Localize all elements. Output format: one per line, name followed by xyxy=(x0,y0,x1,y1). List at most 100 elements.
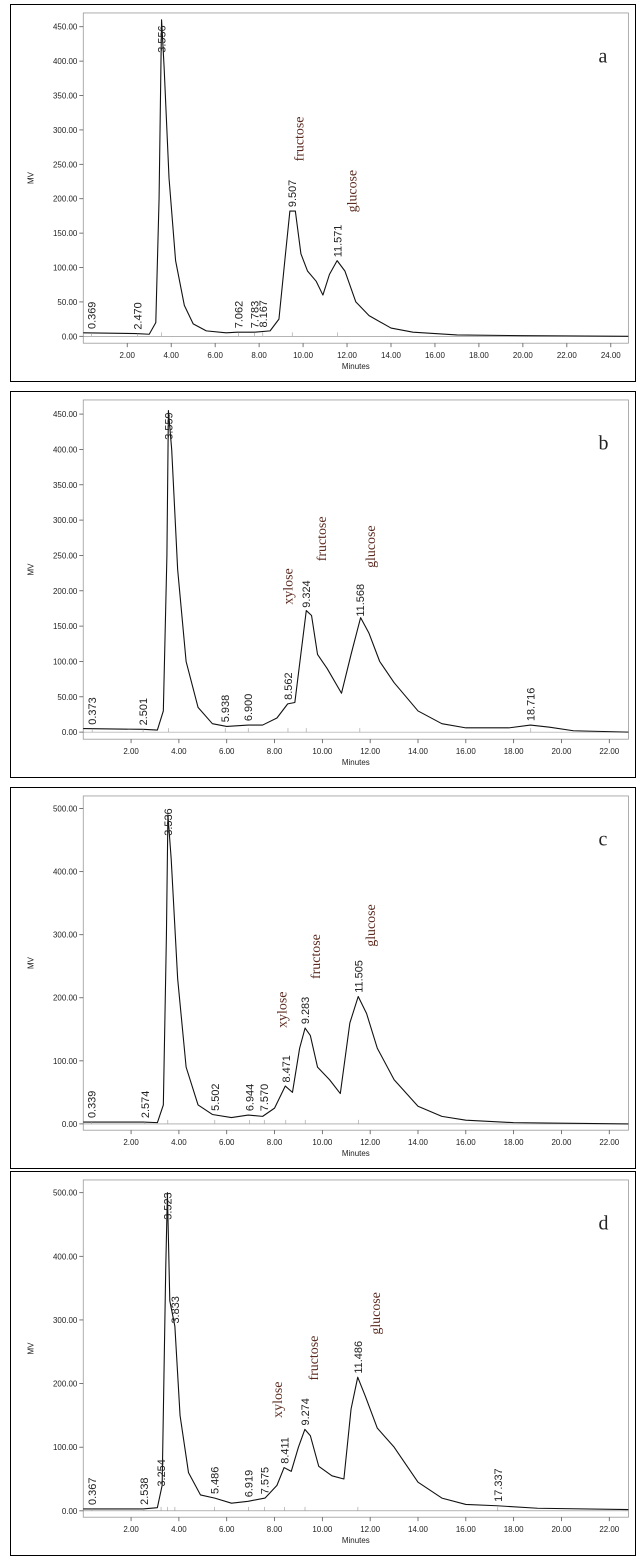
chromatogram-trace xyxy=(83,19,629,337)
y-tick-label: 50.00 xyxy=(57,298,77,307)
chromatogram-b: 0.00 50.00 100.00 150.00 200.00 250.00 300.00 3… xyxy=(27,399,629,767)
x-tick-label: 8.00 xyxy=(267,1525,283,1534)
x-tick-label: 4.00 xyxy=(171,1525,187,1534)
chromatogram-panel-a: 0.00 50.00 100.00 150.00 200.00 250.00 300.00 3… xyxy=(10,4,636,382)
y-tick-label: 250.00 xyxy=(53,160,78,169)
y-axis-label: MV xyxy=(27,171,36,184)
peak-label: 8.411 xyxy=(279,1437,291,1464)
peak-label: 3.556 xyxy=(156,25,168,52)
x-tick-label: 4.00 xyxy=(163,351,179,360)
x-tick-label: 20.00 xyxy=(513,351,533,360)
y-tick-label: 0.00 xyxy=(62,1120,78,1129)
y-tick-label: 150.00 xyxy=(53,229,78,238)
component-label: glucose xyxy=(364,904,379,946)
panel-letter: a xyxy=(599,46,608,68)
peak-label: 17.337 xyxy=(493,1468,505,1501)
y-tick-label: 100.00 xyxy=(53,657,78,666)
chromatogram-a: 0.00 50.00 100.00 150.00 200.00 250.00 300.00 3… xyxy=(27,12,629,371)
peak-label: 11.505 xyxy=(353,960,365,993)
component-label: xylose xyxy=(276,992,291,1028)
y-tick-label: 200.00 xyxy=(53,195,78,204)
x-axis-label: Minutes xyxy=(342,1536,370,1545)
peak-label: 5.486 xyxy=(209,1467,221,1494)
component-label: fructose xyxy=(293,117,308,162)
y-tick-label: 50.00 xyxy=(57,693,77,702)
peak-label: 2.501 xyxy=(138,698,150,725)
x-tick-label: 18.00 xyxy=(504,1138,524,1147)
peak-label: 8.471 xyxy=(281,1055,293,1082)
peak-label: 2.538 xyxy=(139,1477,151,1504)
y-tick-label: 0.00 xyxy=(62,728,78,737)
peak-label: 6.900 xyxy=(243,694,255,721)
y-tick-label: 100.00 xyxy=(53,1057,78,1066)
x-tick-label: 4.00 xyxy=(171,1138,187,1147)
x-axis-label: Minutes xyxy=(342,362,370,371)
panel-letter: b xyxy=(599,433,609,455)
y-tick-label: 300.00 xyxy=(53,126,78,135)
peak-label: 0.373 xyxy=(87,697,99,724)
y-tick-label: 350.00 xyxy=(53,481,78,490)
y-tick-label: 500.00 xyxy=(53,1189,78,1198)
peak-label: 8.562 xyxy=(283,672,295,699)
peak-label: 0.339 xyxy=(86,1091,98,1118)
peak-label: 3.254 xyxy=(156,1459,168,1486)
x-tick-label: 6.00 xyxy=(219,747,235,756)
x-tick-label: 22.00 xyxy=(599,1525,619,1534)
x-tick-label: 22.00 xyxy=(599,747,619,756)
x-tick-label: 20.00 xyxy=(552,747,572,756)
y-tick-label: 200.00 xyxy=(53,994,78,1003)
y-tick-label: 300.00 xyxy=(53,516,78,525)
peak-label: 7.062 xyxy=(233,301,245,328)
x-tick-label: 12.00 xyxy=(360,747,380,756)
peak-label: 5.502 xyxy=(210,1083,222,1110)
peak-label: 5.938 xyxy=(220,695,232,722)
x-tick-label: 18.00 xyxy=(504,747,524,756)
y-tick-label: 300.00 xyxy=(53,931,78,940)
x-tick-label: 4.00 xyxy=(171,747,187,756)
x-tick-label: 16.00 xyxy=(456,747,476,756)
peak-label: 2.470 xyxy=(133,302,145,329)
x-tick-label: 6.00 xyxy=(219,1525,235,1534)
x-tick-label: 24.00 xyxy=(601,351,621,360)
x-tick-label: 10.00 xyxy=(312,1525,332,1534)
peak-label: 9.507 xyxy=(287,180,299,207)
y-tick-label: 200.00 xyxy=(53,1380,78,1389)
peak-label: 3.833 xyxy=(170,1296,182,1323)
chromatogram-c: 0.00 100.00 200.00 300.00 400.00 500.00 2.00 4.… xyxy=(27,795,629,1158)
y-tick-label: 250.00 xyxy=(53,551,78,560)
plot-area xyxy=(82,12,629,344)
y-tick-label: 0.00 xyxy=(62,332,78,341)
peak-label: 11.571 xyxy=(333,225,345,258)
x-tick-label: 14.00 xyxy=(408,1525,428,1534)
x-tick-label: 2.00 xyxy=(120,351,136,360)
x-tick-label: 12.00 xyxy=(360,1138,380,1147)
y-tick-label: 500.00 xyxy=(53,805,78,814)
x-tick-label: 18.00 xyxy=(504,1525,524,1534)
x-tick-label: 6.00 xyxy=(219,1138,235,1147)
peak-label: 0.369 xyxy=(86,302,98,329)
x-tick-label: 8.00 xyxy=(251,351,267,360)
y-tick-label: 350.00 xyxy=(53,92,78,101)
x-axis-label: Minutes xyxy=(342,1149,370,1158)
x-tick-label: 16.00 xyxy=(456,1138,476,1147)
chromatogram-panel-b: 0.00 50.00 100.00 150.00 200.00 250.00 300.00 3… xyxy=(10,391,636,778)
x-tick-label: 2.00 xyxy=(123,747,139,756)
x-tick-label: 12.00 xyxy=(360,1525,380,1534)
x-tick-label: 22.00 xyxy=(599,1138,619,1147)
peak-label: 0.367 xyxy=(87,1478,99,1505)
x-tick-label: 14.00 xyxy=(381,351,401,360)
chromatogram-panel-c: 0.00 100.00 200.00 300.00 400.00 500.00 2.00 4.… xyxy=(10,787,636,1169)
x-axis-label: Minutes xyxy=(342,758,370,767)
chromatogram-trace xyxy=(83,814,629,1125)
x-tick-label: 12.00 xyxy=(337,351,357,360)
y-tick-label: 0.00 xyxy=(62,1507,78,1516)
y-tick-label: 400.00 xyxy=(53,868,78,877)
component-label: fructose xyxy=(315,516,330,561)
y-tick-label: 200.00 xyxy=(53,587,78,596)
x-tick-label: 18.00 xyxy=(469,351,489,360)
peak-label: 7.783 xyxy=(249,301,261,328)
y-tick-label: 300.00 xyxy=(53,1316,78,1325)
peak-label: 7.570 xyxy=(259,1084,271,1111)
peak-label: 18.716 xyxy=(526,688,538,721)
component-label: glucose xyxy=(369,1292,384,1334)
